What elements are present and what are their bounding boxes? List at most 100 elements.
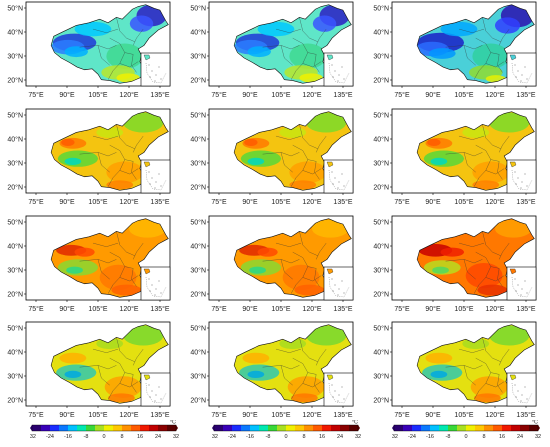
inset-land <box>509 374 517 381</box>
inset-island <box>521 394 523 396</box>
province-border <box>445 45 483 50</box>
map-panel-r4c3: 50°N 40°N 30°N 20°N 75°E 90°E 105°E 120°E 135°E <box>366 320 538 425</box>
province-border <box>290 266 308 294</box>
inset-island <box>158 280 160 282</box>
colorbar-tick-label: -24 <box>408 434 416 440</box>
inset-island <box>337 400 339 402</box>
inset-island <box>160 78 162 80</box>
temperature-field <box>417 218 535 298</box>
colorbar-swatch <box>59 425 69 431</box>
inset-island <box>331 171 333 173</box>
inset-island <box>343 185 345 187</box>
inset-island <box>158 386 160 388</box>
province-border <box>116 337 135 362</box>
lon-label: 135°E <box>150 305 169 313</box>
lat-label: 30°N <box>373 266 389 274</box>
inset-island <box>338 181 340 183</box>
temperature-patch <box>440 247 464 257</box>
lon-label: 120°E <box>119 198 138 206</box>
colorbar-tick-label: 24 <box>337 434 343 440</box>
lat-label: 30°N <box>373 159 389 167</box>
lat-label: 50°N <box>190 4 206 12</box>
province-border <box>315 28 327 46</box>
lat-label: 30°N <box>190 52 206 60</box>
lon-label: 90°E <box>59 305 75 313</box>
colorbar-swatch <box>322 425 332 431</box>
lat-label: 20°N <box>373 396 389 404</box>
temperature-patch <box>249 266 266 274</box>
country-outline <box>233 324 352 404</box>
colorbar-swatch <box>214 425 224 431</box>
colorbar-swatch <box>158 425 168 431</box>
lon-label: 135°E <box>150 198 169 206</box>
lat-label: 50°N <box>373 111 389 119</box>
map-panel-r1c3: 50°N 40°N 30°N 20°N 75°E 90°E 105°E 120°E 135°E <box>366 0 538 105</box>
inset-island <box>521 288 523 290</box>
lon-label: 105°E <box>271 411 290 419</box>
province-border <box>132 135 144 153</box>
lon-label: 90°E <box>59 91 75 99</box>
lon-label: 135°E <box>516 305 535 313</box>
colorbar-tick-label: 32 <box>173 434 179 440</box>
map-panel-r2c3: 50°N 40°N 30°N 20°N 75°E 90°E 105°E 120°E 135°E <box>366 107 538 212</box>
map-svg: 50°N 40°N 30°N 20°N 75°E 90°E 105°E 120°E 135°E <box>373 321 537 419</box>
colorbar-tick-label: -24 <box>228 434 236 440</box>
province-border <box>131 268 137 287</box>
province-border <box>275 135 302 140</box>
colorbar-3: °C -32 -24 -16 -8 0 8 16 24 32 <box>390 420 550 442</box>
inset-boundary-line <box>145 62 167 84</box>
temperature-patch <box>247 157 265 165</box>
province-border <box>109 37 134 55</box>
lat-label: 30°N <box>7 159 23 167</box>
inset-island <box>154 400 156 402</box>
colorbar-right-arrow <box>538 425 540 431</box>
province-border <box>292 251 317 269</box>
province-border <box>445 365 483 370</box>
lat-label: 30°N <box>373 52 389 60</box>
province-border <box>132 242 144 260</box>
colorbar-swatch <box>122 425 132 431</box>
province-border <box>463 152 476 173</box>
lon-label: 75°E <box>211 305 227 313</box>
inset-island <box>514 171 516 173</box>
inset-island <box>155 394 157 396</box>
inset-island <box>332 76 334 78</box>
province-border <box>262 259 300 264</box>
colorbar-swatch <box>32 425 42 431</box>
province-border <box>119 275 139 282</box>
colorbar-swatch <box>304 425 314 431</box>
lon-label: 75°E <box>394 91 410 99</box>
colorbar-swatch <box>268 425 278 431</box>
inset-land <box>143 268 151 275</box>
south-china-sea-inset <box>323 266 354 301</box>
lat-label: 50°N <box>373 324 389 332</box>
temperature-patch <box>64 370 82 378</box>
colorbar-1: °C -32 -24 -16 -8 0 8 16 24 32 <box>28 420 188 442</box>
colorbar-swatch <box>277 425 287 431</box>
temperature-patch <box>247 370 265 378</box>
province-border <box>131 54 137 73</box>
lon-label: 105°E <box>88 91 107 99</box>
country-outline <box>416 111 535 191</box>
colorbar-swatch <box>313 425 323 431</box>
province-border <box>280 259 293 280</box>
inset-boundary-line <box>328 382 350 404</box>
inset-island <box>515 76 517 78</box>
colorbar-swatch <box>340 425 350 431</box>
inset-island <box>160 292 162 294</box>
province-border <box>314 161 320 180</box>
lon-label: 90°E <box>425 305 441 313</box>
temperature-patch <box>432 266 449 274</box>
lat-label: 40°N <box>190 28 206 36</box>
inset-island <box>524 386 526 388</box>
inset-island <box>514 384 516 386</box>
lon-label: 135°E <box>150 91 169 99</box>
inset-island <box>154 80 156 82</box>
province-border <box>485 61 505 68</box>
lat-label: 20°N <box>373 76 389 84</box>
inset-island <box>526 185 528 187</box>
temperature-patch <box>59 352 87 364</box>
inset-island <box>148 64 150 66</box>
province-border <box>109 144 134 162</box>
lon-label: 90°E <box>242 91 258 99</box>
